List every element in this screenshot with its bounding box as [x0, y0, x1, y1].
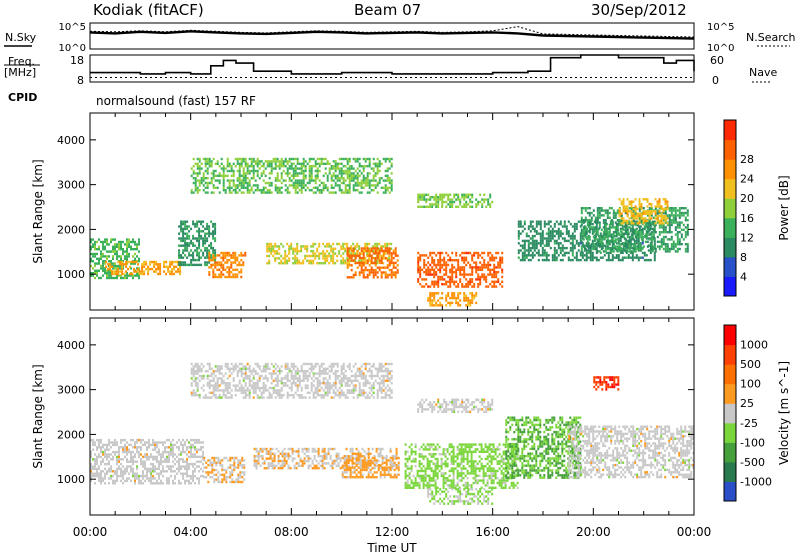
power-panel-ylabel: Slant Range [km] [31, 159, 45, 263]
noise-rtick-top: 10^5 [707, 22, 734, 33]
power-panel-colorbar-tick-5: 24 [740, 173, 754, 186]
velocity-panel-ytick-label-0: 1000 [57, 473, 85, 486]
velocity-panel-colorbar-tick-4: -25 [740, 417, 758, 430]
power-panel-colorbar-tick-0: 4 [740, 270, 747, 283]
x-tick-label-5: 20:00 [576, 525, 611, 539]
velocity-panel-feature-10 [593, 376, 620, 391]
velocity-panel-ylabel: Slant Range [km] [31, 364, 45, 468]
freq-unit-label: [MHz] [4, 66, 37, 79]
power-panel-feature-11 [417, 193, 494, 208]
velocity-panel-colorbar-segment-3 [724, 422, 736, 443]
nsearch-label: N.Search [746, 31, 796, 44]
power-panel-ytick-label-1: 2000 [57, 223, 85, 236]
x-tick-label-1: 04:00 [173, 525, 208, 539]
velocity-panel-colorbar-segment-2 [724, 442, 736, 463]
power-panel-colorbar-segment-2 [724, 237, 736, 258]
power-panel-ytick-label-0: 1000 [57, 268, 85, 281]
power-panel-colorbar-segment-3 [724, 217, 736, 238]
velocity-panel-colorbar-tick-2: 100 [740, 378, 761, 391]
power-panel-colorbar-tick-6: 28 [740, 153, 754, 166]
noise-series-1 [89, 26, 695, 38]
heatmap-power-panel [90, 157, 689, 307]
velocity-panel-colorbar-tick-0: 1000 [740, 339, 768, 352]
velocity-panel-colorbar-tick-1: 500 [740, 358, 761, 371]
date-title: 30/Sep/2012 [591, 1, 687, 19]
velocity-panel-feature-3 [341, 456, 400, 479]
velocity-panel-feature-7 [568, 425, 695, 479]
nave-rtick-top: 60 [710, 54, 724, 67]
noise-series-0 [89, 30, 695, 40]
noise-panel-frame [89, 22, 695, 50]
power-panel-feature-12 [618, 198, 669, 225]
freq-ytick-top: 18 [70, 54, 84, 67]
velocity-panel-ytick-label-1: 2000 [57, 428, 85, 441]
power-panel-colorbar-tick-3: 16 [740, 212, 754, 225]
velocity-panel-colorbar-segment-1 [724, 461, 736, 482]
velocity-panel-colorbar-tick-3: 25 [740, 397, 754, 410]
beam-title: Beam 07 [354, 1, 422, 19]
power-panel-colorbar-tick-4: 20 [740, 192, 754, 205]
power-panel-colorbar-frame [723, 119, 737, 297]
velocity-panel-colorbar-label: Velocity [m s^-1] [777, 361, 791, 465]
cpid-label: CPID [8, 91, 38, 104]
velocity-panel-feature-0 [90, 438, 204, 485]
power-panel-colorbar-segment-7 [724, 139, 736, 160]
velocity-panel-feature-2 [253, 447, 398, 470]
x-tick-label-3: 12:00 [375, 525, 410, 539]
nave-rtick-bottom: 0 [712, 74, 719, 87]
velocity-panel-colorbar-segment-4 [724, 403, 736, 424]
cpid-text: normalsound (fast) 157 RF [96, 94, 256, 108]
power-panel-feature-3 [208, 251, 247, 279]
velocity-panel-colorbar-segment-5 [724, 383, 736, 404]
velocity-panel-colorbar-segment-7 [724, 344, 736, 365]
velocity-panel-colorbar-segment-0 [724, 481, 736, 502]
x-tick-label-6: 00:00 [677, 525, 712, 539]
station-title: Kodiak (fitACF) [93, 1, 204, 19]
velocity-panel-frame [89, 317, 695, 516]
freq-series [90, 54, 695, 75]
velocity-panel-colorbar-tick-7: -1000 [740, 475, 772, 488]
power-panel-feature-1 [105, 260, 182, 276]
noise-ytick-top: 10^5 [59, 22, 86, 33]
power-panel-colorbar-segment-4 [724, 198, 736, 219]
nave-label: Nave [749, 66, 778, 79]
power-panel-feature-10 [190, 157, 393, 194]
velocity-panel-feature-8 [190, 362, 393, 399]
velocity-panel-feature-9 [417, 398, 494, 413]
noise-ytick-bottom: 10^0 [59, 43, 86, 54]
power-panel-ytick-label-3: 4000 [57, 134, 85, 147]
velocity-panel-colorbar-tick-6: -500 [740, 456, 765, 469]
power-panel-colorbar-segment-8 [724, 120, 736, 141]
noise-rtick-bottom: 10^0 [707, 43, 734, 54]
power-panel-colorbar-segment-5 [724, 178, 736, 199]
velocity-panel-feature-5 [427, 488, 494, 505]
power-panel-feature-7 [427, 292, 478, 307]
power-panel-colorbar-tick-1: 8 [740, 251, 747, 264]
x-axis-label: Time UT [366, 541, 417, 554]
velocity-panel-feature-4 [404, 443, 519, 489]
velocity-panel-colorbar-segment-8 [724, 325, 736, 346]
x-tick-label-0: 00:00 [73, 525, 108, 539]
power-panel-colorbar-label: Power [dB] [777, 175, 791, 240]
x-tick-label-2: 08:00 [274, 525, 309, 539]
power-panel-feature-5 [346, 247, 399, 279]
velocity-panel-feature-1 [203, 456, 246, 484]
power-panel-colorbar-segment-1 [724, 256, 736, 277]
velocity-panel-colorbar-frame [723, 324, 737, 502]
x-tick-label-4: 16:00 [475, 525, 510, 539]
power-panel-colorbar-segment-6 [724, 159, 736, 180]
velocity-panel-colorbar-tick-5: -100 [740, 436, 765, 449]
velocity-panel-feature-6 [505, 416, 582, 479]
power-panel-colorbar-segment-0 [724, 276, 736, 297]
power-panel-ytick-label-2: 3000 [57, 179, 85, 192]
freq-ytick-bottom: 8 [77, 74, 84, 87]
power-panel-feature-6 [417, 251, 504, 288]
velocity-panel-colorbar-segment-6 [724, 364, 736, 385]
power-panel-colorbar-tick-2: 12 [740, 231, 754, 244]
velocity-panel-ytick-label-3: 4000 [57, 339, 85, 352]
nsky-label: N.Sky [5, 31, 37, 44]
heatmap-velocity-panel [90, 362, 695, 505]
velocity-panel-ytick-label-2: 3000 [57, 384, 85, 397]
